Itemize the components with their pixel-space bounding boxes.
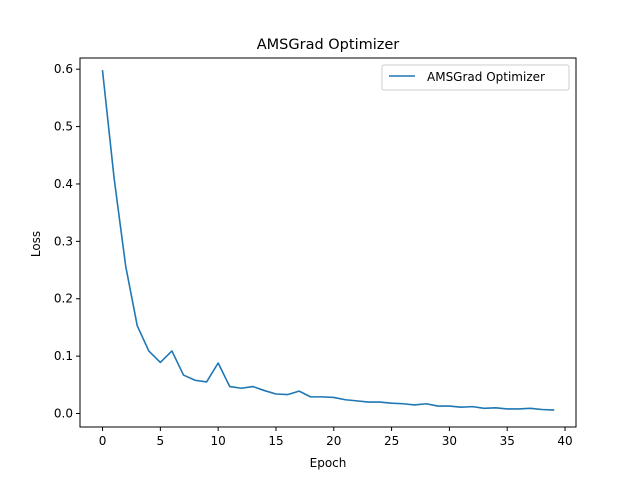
y-tick-label: 0.3 bbox=[54, 234, 73, 248]
plot-lines bbox=[101, 70, 555, 411]
y-axis: 0.0 0.1 0.2 0.3 0.4 0.5 0.6 bbox=[54, 62, 80, 421]
legend: AMSGrad Optimizer bbox=[381, 64, 570, 91]
x-tick-label: 0 bbox=[99, 434, 107, 448]
x-tick-label: 35 bbox=[500, 434, 515, 448]
y-tick-label: 0.5 bbox=[54, 120, 73, 134]
legend-box bbox=[381, 64, 570, 91]
x-axis: 0 5 10 15 20 25 30 35 40 bbox=[99, 427, 573, 448]
legend-label: AMSGrad Optimizer bbox=[427, 70, 545, 84]
y-tick-label: 0.0 bbox=[54, 407, 73, 421]
x-tick-label: 25 bbox=[384, 434, 399, 448]
chart-title: AMSGrad Optimizer bbox=[257, 37, 400, 53]
axes-frame bbox=[79, 57, 577, 428]
y-axis-label: Loss bbox=[29, 231, 43, 257]
y-tick-label: 0.4 bbox=[54, 177, 73, 191]
x-tick-label: 5 bbox=[157, 434, 165, 448]
y-tick-label: 0.2 bbox=[54, 292, 73, 306]
x-tick-label: 20 bbox=[326, 434, 341, 448]
x-axis-label: Epoch bbox=[310, 456, 347, 470]
y-tick-label: 0.6 bbox=[54, 62, 73, 76]
x-tick-label: 10 bbox=[211, 434, 226, 448]
x-tick-label: 30 bbox=[442, 434, 457, 448]
x-tick-label: 40 bbox=[557, 434, 572, 448]
series-line-0 bbox=[101, 70, 555, 411]
y-tick-label: 0.1 bbox=[54, 349, 73, 363]
x-tick-label: 15 bbox=[268, 434, 283, 448]
